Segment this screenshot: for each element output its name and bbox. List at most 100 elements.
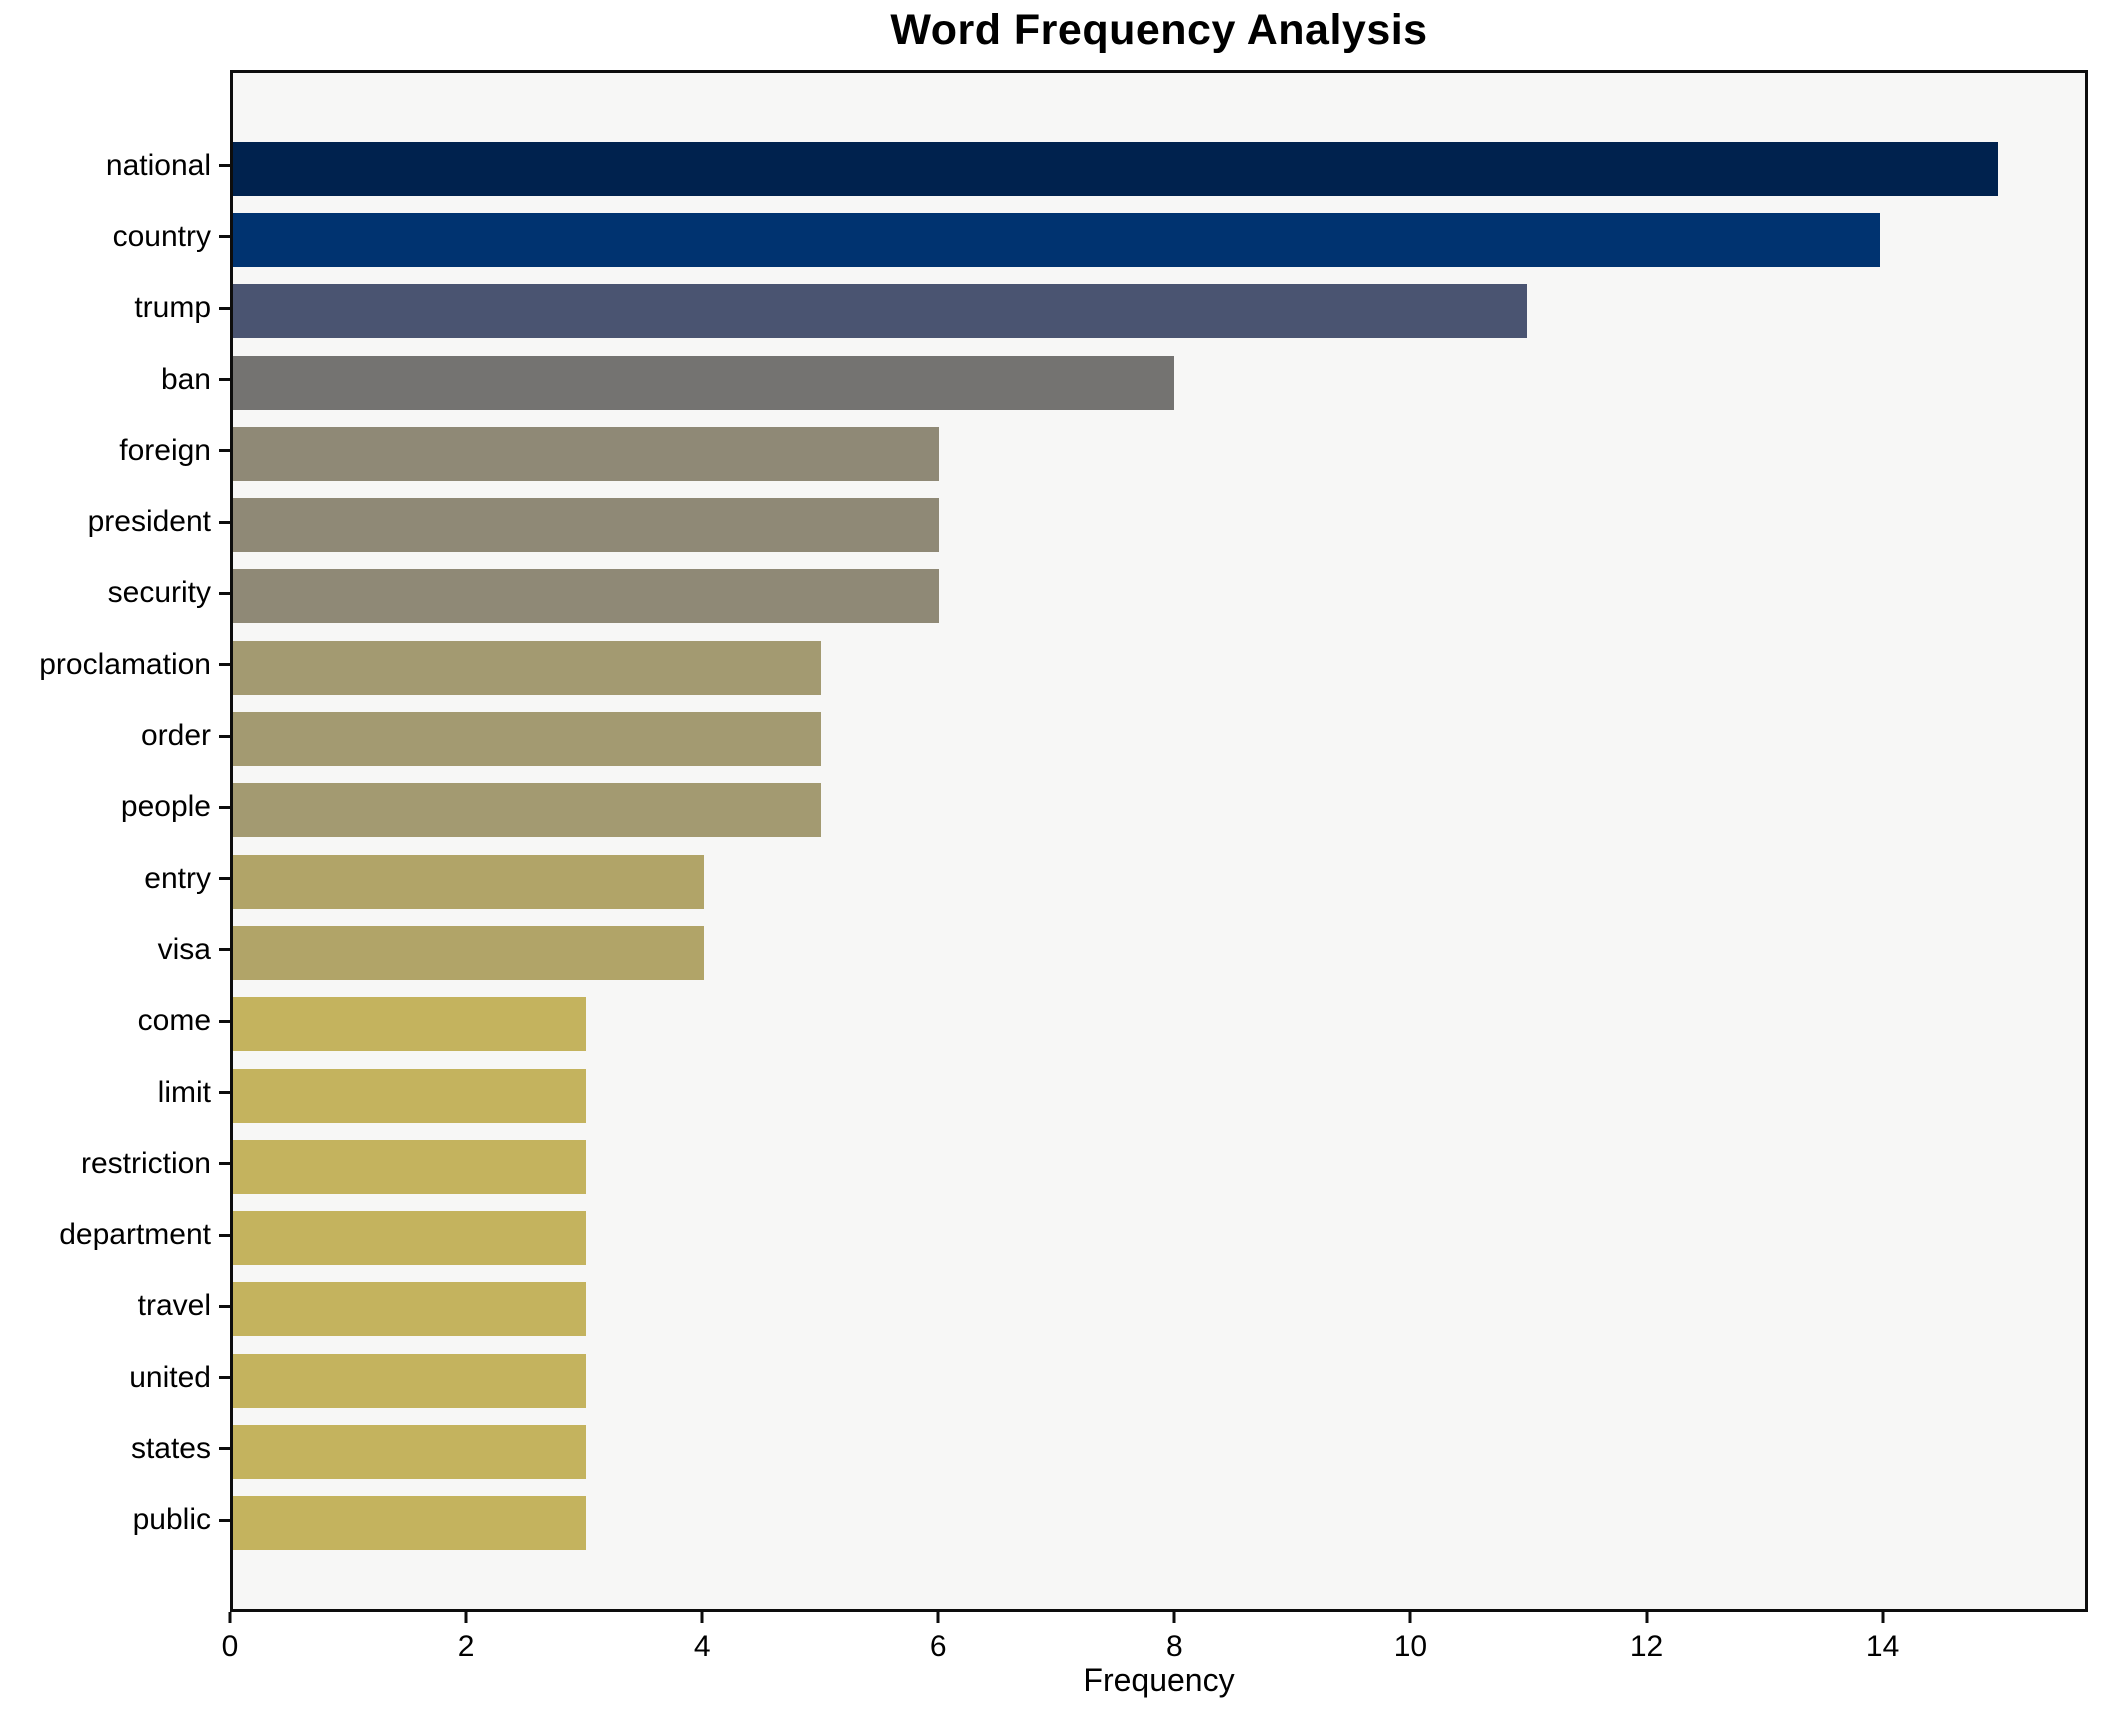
- y-tick-mark: [219, 1518, 230, 1522]
- x-tick-mark: [464, 1612, 468, 1623]
- bar-foreign: [233, 426, 939, 481]
- x-tick-mark: [1172, 1612, 1176, 1623]
- x-tick-mark: [700, 1612, 704, 1623]
- y-tick-row: president: [0, 486, 230, 557]
- bar-president: [233, 498, 939, 553]
- y-tick-label-department: department: [59, 1218, 211, 1252]
- y-tick-row: public: [0, 1485, 230, 1556]
- y-tick-mark: [219, 948, 230, 952]
- bar-visa: [233, 925, 704, 980]
- y-tick-mark: [219, 1376, 230, 1380]
- bar-united: [233, 1353, 586, 1408]
- y-tick-row: limit: [0, 1057, 230, 1128]
- bar-row: [233, 917, 2085, 988]
- bar-ban: [233, 355, 1175, 410]
- bar-row: [233, 1060, 2085, 1131]
- y-tick-mark: [219, 734, 230, 738]
- bar-row: [233, 1202, 2085, 1273]
- bar-order: [233, 712, 822, 767]
- bar-trump: [233, 284, 1528, 339]
- bar-row: [233, 775, 2085, 846]
- x-axis-title: Frequency: [1083, 1662, 1235, 1698]
- x-tick-mark: [936, 1612, 940, 1623]
- bar-proclamation: [233, 640, 822, 695]
- bar-row: [233, 989, 2085, 1060]
- y-tick-row: national: [0, 130, 230, 201]
- bar-people: [233, 783, 822, 838]
- y-tick-label-restriction: restriction: [80, 1146, 211, 1180]
- bar-row: [233, 276, 2085, 347]
- y-tick-row: trump: [0, 273, 230, 344]
- chart-title: Word Frequency Analysis: [890, 6, 1428, 54]
- y-tick-mark: [219, 1019, 230, 1023]
- bar-row: [233, 1274, 2085, 1345]
- x-tick-mark: [1881, 1612, 1885, 1623]
- y-tick-mark: [219, 164, 230, 168]
- y-tick-label-ban: ban: [160, 362, 211, 396]
- bar-department: [233, 1211, 586, 1266]
- y-tick-row: ban: [0, 344, 230, 415]
- y-tick-label-proclamation: proclamation: [39, 647, 211, 681]
- y-tick-label-public: public: [132, 1503, 211, 1537]
- x-tick-label-6: 6: [929, 1630, 947, 1663]
- bar-row: [233, 561, 2085, 632]
- bar-row: [233, 846, 2085, 917]
- bar-travel: [233, 1282, 586, 1337]
- y-tick-row: united: [0, 1342, 230, 1413]
- x-tick-label-8: 8: [1166, 1630, 1183, 1663]
- y-tick-mark: [219, 877, 230, 881]
- y-tick-label-visa: visa: [157, 932, 211, 966]
- y-tick-row: security: [0, 558, 230, 629]
- bar-row: [233, 1345, 2085, 1416]
- y-tick-mark: [219, 306, 230, 310]
- y-tick-row: travel: [0, 1271, 230, 1342]
- y-tick-row: order: [0, 700, 230, 771]
- y-tick-mark: [219, 805, 230, 809]
- bar-restriction: [233, 1139, 586, 1194]
- y-tick-row: visa: [0, 914, 230, 985]
- y-tick-mark: [219, 591, 230, 595]
- y-tick-row: restriction: [0, 1128, 230, 1199]
- bar-national: [233, 141, 1998, 196]
- bar-limit: [233, 1068, 586, 1123]
- y-tick-label-limit: limit: [157, 1075, 211, 1109]
- y-tick-mark: [219, 1233, 230, 1237]
- bar-come: [233, 997, 586, 1052]
- x-tick-mark: [1408, 1612, 1412, 1623]
- bar-row: [233, 133, 2085, 204]
- y-tick-label-security: security: [107, 576, 211, 610]
- x-tick-label-12: 12: [1629, 1630, 1664, 1663]
- bar-states: [233, 1424, 586, 1479]
- y-tick-label-foreign: foreign: [119, 433, 211, 467]
- y-tick-mark: [219, 1447, 230, 1451]
- y-tick-mark: [219, 1162, 230, 1166]
- y-tick-row: country: [0, 201, 230, 272]
- bar-country: [233, 212, 1881, 267]
- y-tick-mark: [219, 520, 230, 524]
- bar-row: [233, 347, 2085, 418]
- y-tick-row: entry: [0, 843, 230, 914]
- y-tick-row: foreign: [0, 415, 230, 486]
- y-tick-label-president: president: [87, 505, 211, 539]
- bar-row: [233, 489, 2085, 560]
- y-tick-mark: [219, 235, 230, 239]
- x-tick-label-0: 0: [221, 1630, 239, 1663]
- bar-public: [233, 1496, 586, 1551]
- y-tick-label-country: country: [112, 219, 211, 253]
- y-tick-label-travel: travel: [137, 1289, 211, 1323]
- x-tick-label-4: 4: [693, 1630, 711, 1663]
- bar-row: [233, 703, 2085, 774]
- bar-security: [233, 569, 939, 624]
- y-tick-mark: [219, 1091, 230, 1094]
- y-tick-row: people: [0, 772, 230, 843]
- y-tick-row: department: [0, 1199, 230, 1270]
- y-tick-label-national: national: [105, 148, 211, 182]
- bar-entry: [233, 854, 704, 909]
- bar-row: [233, 418, 2085, 489]
- x-tick-mark: [1645, 1612, 1649, 1623]
- x-tick-label-14: 14: [1865, 1630, 1900, 1663]
- bar-row: [233, 204, 2085, 275]
- bar-row: [233, 1131, 2085, 1202]
- bar-row: [233, 632, 2085, 703]
